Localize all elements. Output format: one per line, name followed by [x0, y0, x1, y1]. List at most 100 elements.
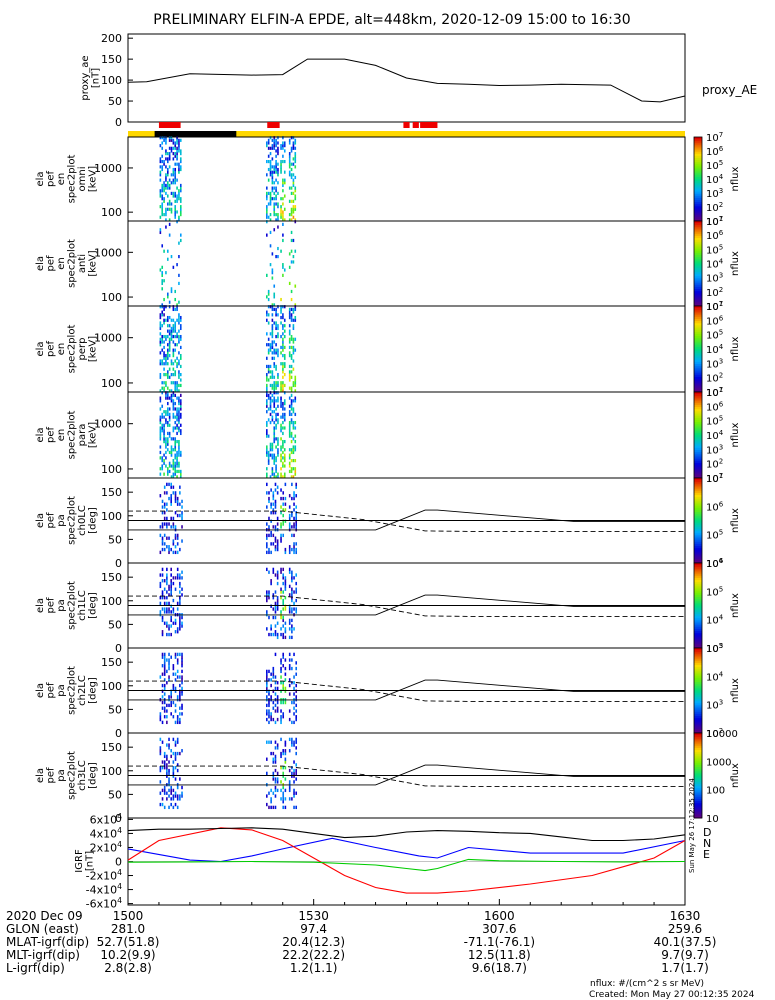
spectrogram-cell — [283, 383, 286, 388]
spectrogram-cell — [277, 213, 279, 217]
colorbar-swatch — [694, 497, 702, 500]
spectrogram-cell — [179, 353, 182, 358]
ch0LC-ylabel-line: pef — [45, 512, 56, 529]
colorbar-swatch — [694, 462, 702, 466]
spectrogram-cell — [269, 159, 272, 164]
spectrogram-cell — [181, 678, 183, 682]
omni-spectrogram — [159, 136, 297, 222]
spectrogram-cell — [170, 453, 173, 457]
spectrogram-cell — [176, 356, 178, 360]
spectrogram-cell — [294, 138, 297, 142]
spectrogram-cell — [159, 144, 162, 148]
colorbar-swatch — [694, 240, 702, 243]
spectrogram-cell — [172, 525, 175, 529]
spectrogram-cell — [168, 652, 170, 657]
spectrogram-cell — [163, 766, 166, 770]
spectrogram-cell — [274, 604, 277, 608]
spectrogram-cell — [159, 601, 162, 606]
spectrogram-cell — [172, 307, 175, 312]
spectrogram-cell — [166, 401, 169, 406]
ch1LC-colorbar-label: nflux — [730, 593, 741, 618]
spectrogram-cell — [159, 426, 162, 430]
spectrogram-cell — [282, 401, 284, 406]
spectrogram-cell — [266, 794, 268, 798]
spectrogram-cell — [269, 453, 272, 457]
spectrogram-cell — [271, 146, 274, 150]
colorbar-swatch — [694, 286, 702, 290]
spectrogram-cell — [178, 372, 180, 377]
colorbar-swatch — [694, 336, 702, 339]
colorbar-swatch — [694, 488, 702, 492]
spectrogram-cell — [267, 337, 270, 341]
spectrogram-cell — [270, 751, 272, 756]
spectrogram-cell — [176, 418, 178, 422]
spectrogram-cell — [270, 627, 272, 631]
spectrogram-cell — [280, 383, 282, 388]
spectrogram-cell — [284, 584, 287, 589]
colorbar-swatch — [694, 342, 702, 346]
spectrogram-cell — [267, 343, 270, 347]
spectrogram-cell — [170, 499, 172, 504]
colorbar-swatch — [694, 724, 702, 728]
spectrogram-cell — [163, 431, 165, 436]
spectrogram-cell — [282, 624, 285, 628]
colorbar-swatch — [694, 394, 702, 397]
colorbar-swatch — [694, 276, 702, 279]
spectrogram-cell — [269, 375, 272, 379]
colorbar-swatch — [694, 643, 702, 647]
spectrogram-cell — [172, 774, 175, 778]
spectrogram-cell — [288, 780, 291, 784]
spectrogram-cell — [291, 570, 293, 574]
spectrogram-cell — [266, 210, 268, 214]
colorbar-swatch — [694, 221, 702, 224]
ch0LC-ylabel-line: [deg] — [87, 507, 98, 534]
spectrogram-cell — [159, 610, 162, 614]
spectrogram-cell — [277, 225, 279, 229]
spectrogram-cell — [288, 607, 291, 611]
colorbar-swatch — [694, 543, 702, 547]
colorbar-tick-label: 105 — [706, 642, 723, 655]
colorbar-swatch — [694, 229, 702, 233]
spectrogram-cell — [270, 533, 272, 538]
spectrogram-cell — [290, 318, 293, 322]
spectrogram-cell — [273, 404, 276, 408]
spectrogram-cell — [174, 445, 177, 449]
colorbar-swatch — [694, 392, 702, 395]
anti-ylabel-line: ela — [35, 256, 46, 271]
spectrogram-cell — [282, 154, 284, 158]
spectrogram-cell — [272, 805, 275, 810]
spectrogram-cell — [166, 159, 169, 164]
spectrogram-cell — [161, 348, 164, 352]
spectrogram-cell — [170, 590, 172, 594]
spectrogram-cell — [181, 615, 183, 620]
spectrogram-cell — [288, 426, 291, 430]
spectrogram-cell — [273, 475, 276, 479]
colorbar-swatch — [694, 694, 702, 698]
spectrogram-cell — [282, 332, 284, 336]
spectrogram-cell — [168, 464, 171, 468]
spectrogram-cell — [270, 678, 272, 682]
spectrogram-cell — [280, 788, 282, 793]
spectrogram-cell — [165, 210, 167, 214]
spectrogram-cell — [163, 751, 166, 756]
colorbar-swatch — [694, 686, 702, 689]
spectrogram-cell — [168, 550, 170, 555]
spectrogram-cell — [276, 717, 279, 722]
spectrogram-cell — [172, 550, 175, 555]
spectrogram-cell — [166, 170, 169, 174]
spectrogram-cell — [159, 157, 162, 161]
spectrogram-cell — [166, 391, 169, 395]
spectrogram-cell — [290, 162, 293, 166]
spectrogram-cell — [163, 307, 165, 312]
colorbar-swatch — [694, 673, 702, 677]
spectrogram-cell — [266, 207, 268, 211]
spectrogram-cell — [172, 516, 175, 521]
colorbar-swatch — [694, 206, 702, 209]
spectrogram-cell — [178, 429, 180, 433]
spectrogram-cell — [280, 445, 282, 449]
spectrogram-cell — [166, 362, 169, 366]
colorbar-swatch — [694, 492, 702, 496]
colorbar-swatch — [694, 480, 702, 483]
colorbar-swatch — [694, 505, 702, 509]
anti-loss-cone-line — [128, 510, 685, 532]
